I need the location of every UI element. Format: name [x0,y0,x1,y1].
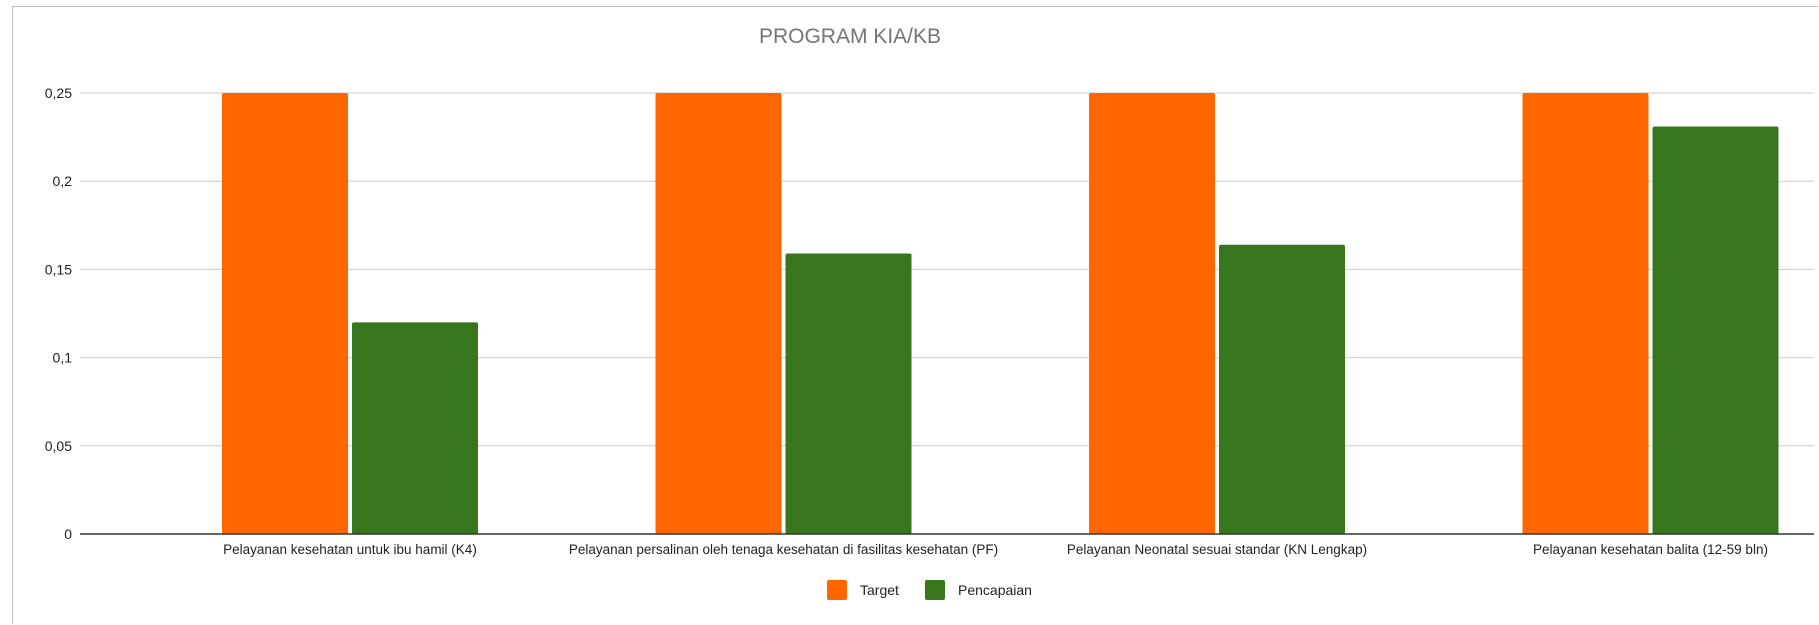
y-tick-label: 0,1 [53,350,73,366]
x-tick-label: Pelayanan kesehatan balita (12-59 bln) [1533,542,1768,557]
chart-frame [12,6,1818,624]
y-tick-label: 0,15 [45,261,72,277]
legend-label-pencapaian: Pencapaian [958,582,1032,598]
bar-target-2 [655,93,782,534]
x-axis-labels: Pelayanan kesehatan untuk ibu hamil (K4)… [223,542,1768,557]
legend: Target Pencapaian [827,580,1032,600]
x-tick-label: Pelayanan kesehatan untuk ibu hamil (K4) [223,542,477,557]
y-tick-label: 0,05 [45,438,72,454]
bar-pencapaian-1 [352,322,478,534]
y-tick-label: 0 [64,526,72,542]
legend-swatch-target [827,580,847,600]
bar-pencapaian-3 [1219,244,1345,535]
y-tick-label: 0,25 [45,85,72,101]
y-axis-ticks: 0 0,05 0,1 0,15 0,2 0,25 [45,85,72,542]
x-tick-label: Pelayanan persalinan oleh tenaga kesehat… [569,542,998,557]
legend-swatch-pencapaian [925,580,945,600]
bars [222,93,1779,535]
y-tick-label: 0,2 [53,173,73,189]
x-tick-label: Pelayanan Neonatal sesuai standar (KN Le… [1067,542,1367,557]
legend-label-target: Target [860,582,899,598]
bar-target-3 [1089,93,1215,534]
bar-target-1 [222,93,348,534]
bar-pencapaian-2 [785,253,912,535]
bar-pencapaian-4 [1652,126,1779,535]
bar-target-4 [1522,93,1649,534]
chart-title: PROGRAM KIA/KB [759,25,941,48]
